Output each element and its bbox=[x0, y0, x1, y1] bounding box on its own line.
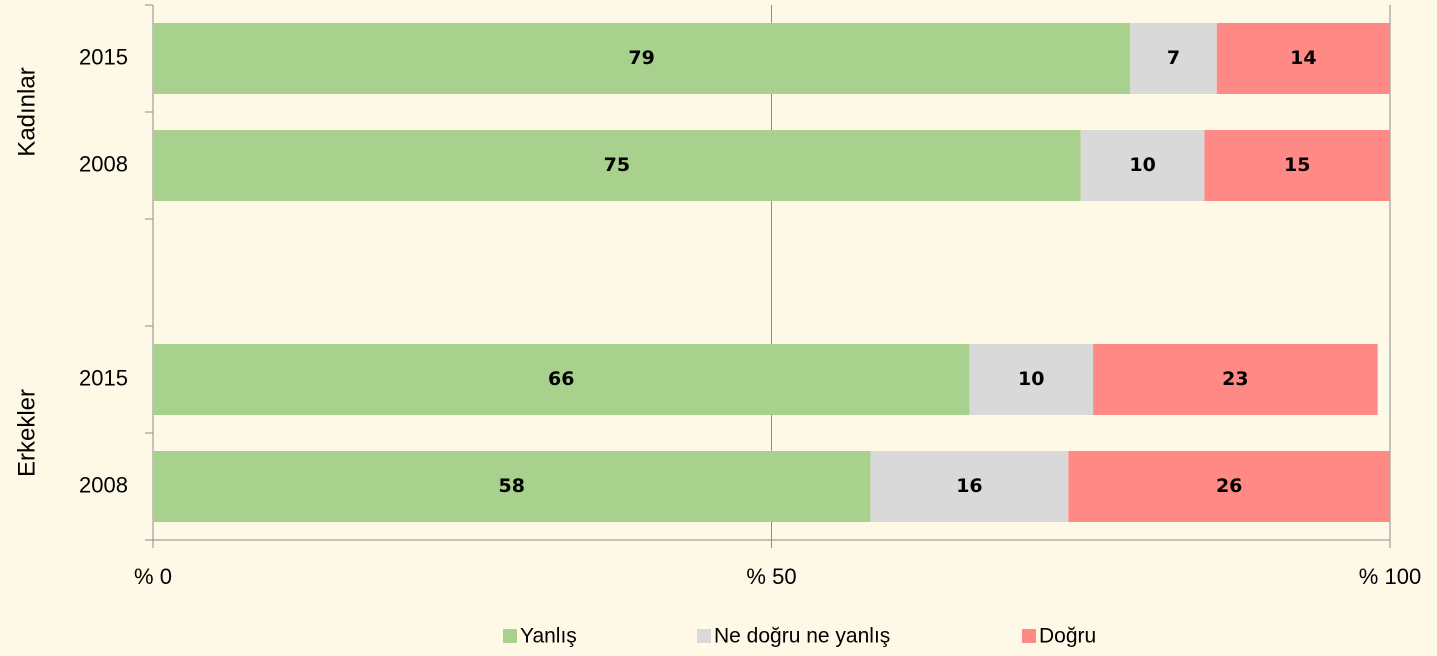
y-tick-label: 2008 bbox=[79, 151, 128, 176]
legend-swatch bbox=[503, 629, 517, 643]
bar-segment bbox=[1093, 344, 1378, 415]
y-tick-label: 2015 bbox=[79, 44, 128, 69]
data-label: 75 bbox=[604, 154, 630, 176]
data-label: 7 bbox=[1167, 47, 1180, 69]
legend-swatch bbox=[1022, 629, 1036, 643]
bar-segment bbox=[153, 344, 970, 415]
data-label: 16 bbox=[956, 475, 982, 497]
bar-segment bbox=[153, 23, 1131, 94]
data-label: 79 bbox=[628, 47, 654, 69]
bar-segment bbox=[153, 130, 1081, 201]
legend-label: Doğru bbox=[1039, 625, 1096, 648]
data-label: 58 bbox=[499, 475, 525, 497]
data-label: 14 bbox=[1290, 47, 1316, 69]
bar-segment bbox=[1068, 451, 1390, 522]
bar-segment bbox=[1080, 130, 1205, 201]
bar-segment bbox=[870, 451, 1069, 522]
y-tick-label: 2015 bbox=[79, 365, 128, 390]
legend-label: Yanlış bbox=[520, 625, 577, 648]
legend-label: Ne doğru ne yanlış bbox=[714, 625, 890, 648]
data-label: 10 bbox=[1129, 154, 1155, 176]
group-label: Kadınlar bbox=[13, 67, 40, 156]
bar-segment bbox=[153, 451, 871, 522]
y-tick-label: 2008 bbox=[79, 472, 128, 497]
bar-segment bbox=[1216, 23, 1390, 94]
data-label: 15 bbox=[1284, 154, 1310, 176]
group-label: Erkekler bbox=[13, 389, 40, 477]
data-label: 66 bbox=[548, 368, 574, 390]
x-tick-label: % 100 bbox=[1359, 564, 1421, 589]
x-tick-label: % 50 bbox=[746, 564, 796, 589]
bar-segment bbox=[1204, 130, 1390, 201]
x-tick-label: % 0 bbox=[134, 564, 172, 589]
bar-segment bbox=[1130, 23, 1217, 94]
data-label: 26 bbox=[1216, 475, 1242, 497]
bar-segment bbox=[969, 344, 1094, 415]
legend-swatch bbox=[697, 629, 711, 643]
data-label: 10 bbox=[1018, 368, 1044, 390]
data-label: 23 bbox=[1222, 368, 1248, 390]
